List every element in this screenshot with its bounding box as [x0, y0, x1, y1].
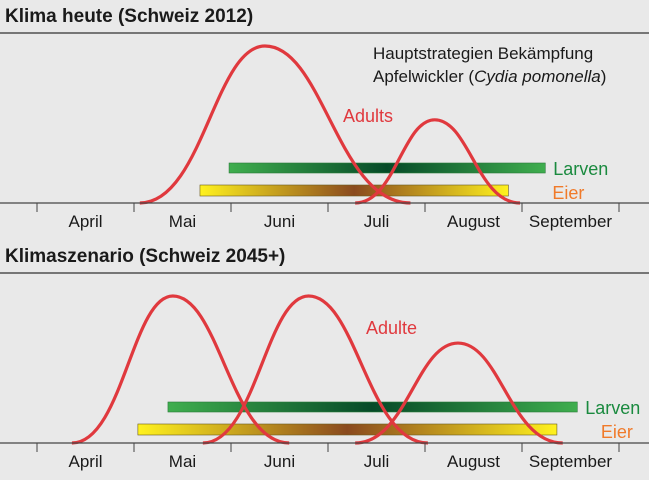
- note-line-2: Apfelwickler (Cydia pomonella): [373, 67, 606, 86]
- adults-label: Adulte: [366, 318, 417, 338]
- x-tick-label-august: August: [447, 212, 500, 231]
- eier-bar: [137, 423, 558, 436]
- eier-bar: [199, 184, 509, 197]
- panel-2: Klimaszenario (Schweiz 2045+) April Mai Jun…: [0, 246, 649, 471]
- x-tick-label-juli: Juli: [364, 212, 390, 231]
- larven-label: Larven: [553, 159, 608, 179]
- x-tick-label-april: April: [68, 452, 102, 471]
- adult-generation-curve-3: [355, 341, 563, 445]
- eier-label: Eier: [601, 422, 633, 442]
- x-tick-label-juli: Juli: [364, 452, 390, 471]
- adult-generation-curve-2: [202, 294, 428, 445]
- panel-1: Klima heute (Schweiz 2012) April Mai Juni Ju…: [0, 6, 649, 231]
- x-tick-label-april: April: [68, 212, 102, 231]
- eier-label: Eier: [552, 183, 584, 203]
- x-tick-label-september: September: [529, 452, 612, 471]
- x-tick-label-september: September: [529, 212, 612, 231]
- x-tick-label-juni: Juni: [264, 212, 295, 231]
- x-tick-label-mai: Mai: [169, 212, 196, 231]
- adults-label: Adults: [343, 106, 393, 126]
- x-tick-label-mai: Mai: [169, 452, 196, 471]
- larven-bar: [167, 401, 578, 413]
- adult-generation-curve-2: [355, 118, 521, 205]
- note-line-1: Hauptstrategien Bekämpfung: [373, 44, 593, 63]
- larven-bar: [228, 162, 546, 174]
- x-tick-label-august: August: [447, 452, 500, 471]
- adult-generation-curve-1: [71, 294, 290, 445]
- x-tick-label-juni: Juni: [264, 452, 295, 471]
- panel-title: Klima heute (Schweiz 2012): [5, 6, 253, 27]
- panel-title: Klimaszenario (Schweiz 2045+): [5, 246, 285, 267]
- adult-generation-curve-1: [139, 44, 411, 205]
- larven-label: Larven: [585, 398, 640, 418]
